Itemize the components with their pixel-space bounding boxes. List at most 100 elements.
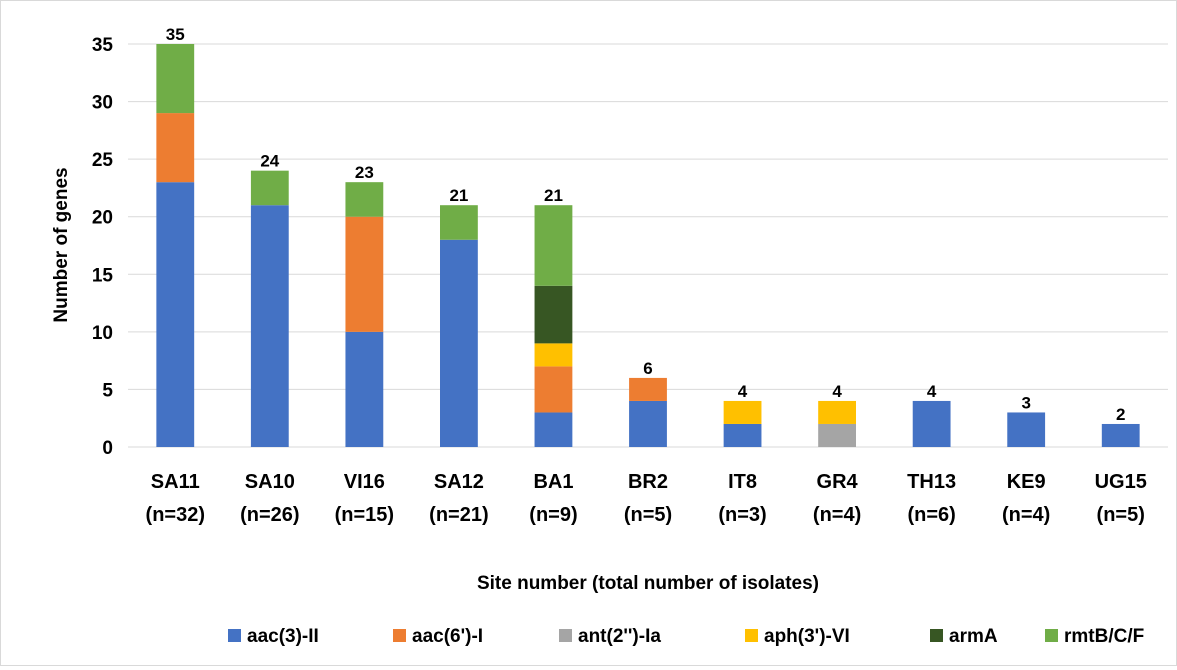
bar-segment — [250, 205, 289, 447]
legend: aac(3)-II aac(6')-I ant(2'')-Ia aph(3')-VI a… — [228, 626, 1144, 647]
bar-stack — [1101, 423, 1140, 447]
bar-segment — [345, 331, 384, 447]
total-label: 35 — [166, 25, 185, 44]
x-tick-label: (n=6) — [907, 504, 955, 526]
total-label: 4 — [738, 382, 748, 401]
bar-stack — [440, 205, 478, 447]
legend-label: aph(3')-VI — [764, 626, 850, 647]
x-tick-label: (n=9) — [529, 504, 577, 526]
y-axis-ticks: 0 5 10 15 20 25 30 35 — [92, 35, 114, 459]
x-tick-label: BA1 — [533, 471, 573, 493]
bar-stack — [250, 170, 289, 447]
y-tick-label: 15 — [92, 265, 114, 286]
x-tick-label: SA11 — [151, 471, 200, 493]
x-axis-title: Site number (total number of isolates) — [477, 573, 819, 594]
legend-swatch — [559, 629, 572, 642]
y-tick-label: 35 — [92, 35, 114, 56]
x-tick-label: KE9 — [1007, 471, 1046, 493]
bar-segment — [723, 400, 762, 424]
legend-item: ant(2'')-Ia — [559, 626, 661, 647]
bar-segment — [345, 216, 384, 332]
bar-segment — [534, 205, 573, 286]
bar-segment — [156, 44, 195, 114]
y-tick-label: 0 — [102, 438, 113, 459]
bar-stack — [345, 182, 384, 447]
bar-segment — [156, 113, 195, 183]
x-tick-label: (n=21) — [429, 504, 488, 526]
bar-segment — [440, 205, 478, 240]
y-tick-label: 20 — [92, 208, 113, 229]
total-label: 23 — [355, 163, 374, 182]
legend-label: armA — [949, 626, 998, 647]
x-tick-label: (n=5) — [1097, 504, 1145, 526]
legend-item: armA — [930, 626, 998, 647]
total-labels: 35 24 23 21 21 6 4 4 4 3 2 — [166, 25, 1126, 424]
legend-swatch — [930, 629, 943, 642]
x-tick-label: (n=32) — [146, 504, 205, 526]
x-tick-label: BR2 — [628, 471, 668, 493]
legend-item: aph(3')-VI — [745, 626, 850, 647]
x-tick-label: GR4 — [817, 471, 859, 493]
bar-segment — [912, 400, 951, 447]
x-tick-label: UG15 — [1095, 471, 1147, 493]
total-label: 4 — [927, 382, 937, 401]
x-tick-label: (n=26) — [240, 504, 299, 526]
bar-segment — [1101, 423, 1140, 447]
x-tick-label: SA12 — [434, 471, 484, 493]
bar-stack — [534, 205, 573, 447]
total-label: 21 — [544, 186, 563, 205]
bar-segment — [1007, 412, 1046, 447]
x-tick-label: (n=4) — [813, 504, 861, 526]
x-tick-label: (n=5) — [624, 504, 672, 526]
y-tick-label: 25 — [92, 150, 114, 171]
bar-segment — [250, 170, 289, 206]
legend-swatch — [1045, 629, 1058, 642]
x-tick-label: SA10 — [245, 471, 295, 493]
bar-stack — [629, 377, 667, 447]
bar-segment — [534, 343, 573, 367]
bar-segment — [818, 423, 856, 447]
bar-stack — [1007, 412, 1046, 447]
legend-swatch — [228, 629, 241, 642]
total-label: 3 — [1021, 393, 1030, 412]
bar-segment — [534, 366, 573, 413]
bar-stack — [723, 400, 762, 447]
x-tick-label: (n=15) — [335, 504, 394, 526]
total-label: 24 — [260, 152, 279, 171]
y-tick-label: 10 — [92, 323, 113, 344]
bar-stack — [912, 400, 951, 447]
y-axis-title: Number of genes — [51, 167, 72, 322]
gridlines — [128, 43, 1168, 390]
bar-segment — [818, 400, 856, 424]
bar-segment — [723, 423, 762, 447]
total-label: 6 — [643, 359, 652, 378]
x-tick-label: (n=3) — [718, 504, 766, 526]
bars — [156, 44, 1140, 447]
y-tick-label: 30 — [92, 93, 113, 114]
bar-segment — [440, 239, 478, 447]
bar-segment — [534, 412, 573, 447]
x-axis-ticks: SA11 (n=32) SA10 (n=26) VI16 (n=15) SA12 (n=21)… — [146, 471, 1147, 526]
legend-label: aac(3)-II — [247, 626, 319, 647]
x-tick-label: VI16 — [344, 471, 385, 493]
legend-item: aac(6')-I — [393, 626, 483, 647]
bar-segment — [345, 182, 384, 217]
legend-label: ant(2'')-Ia — [578, 626, 661, 647]
bar-segment — [534, 285, 573, 344]
legend-swatch — [745, 629, 758, 642]
total-label: 21 — [449, 186, 468, 205]
legend-item: aac(3)-II — [228, 626, 319, 647]
y-tick-label: 5 — [102, 380, 113, 401]
bar-segment — [629, 377, 667, 401]
legend-label: rmtB/C/F — [1064, 626, 1144, 647]
total-label: 4 — [832, 382, 842, 401]
x-tick-label: IT8 — [728, 471, 757, 493]
legend-label: aac(6')-I — [412, 626, 483, 647]
bar-stack — [156, 44, 195, 447]
bar-segment — [629, 400, 667, 447]
x-tick-label: TH13 — [907, 471, 956, 493]
bar-stack — [818, 400, 856, 447]
legend-item: rmtB/C/F — [1045, 626, 1144, 647]
